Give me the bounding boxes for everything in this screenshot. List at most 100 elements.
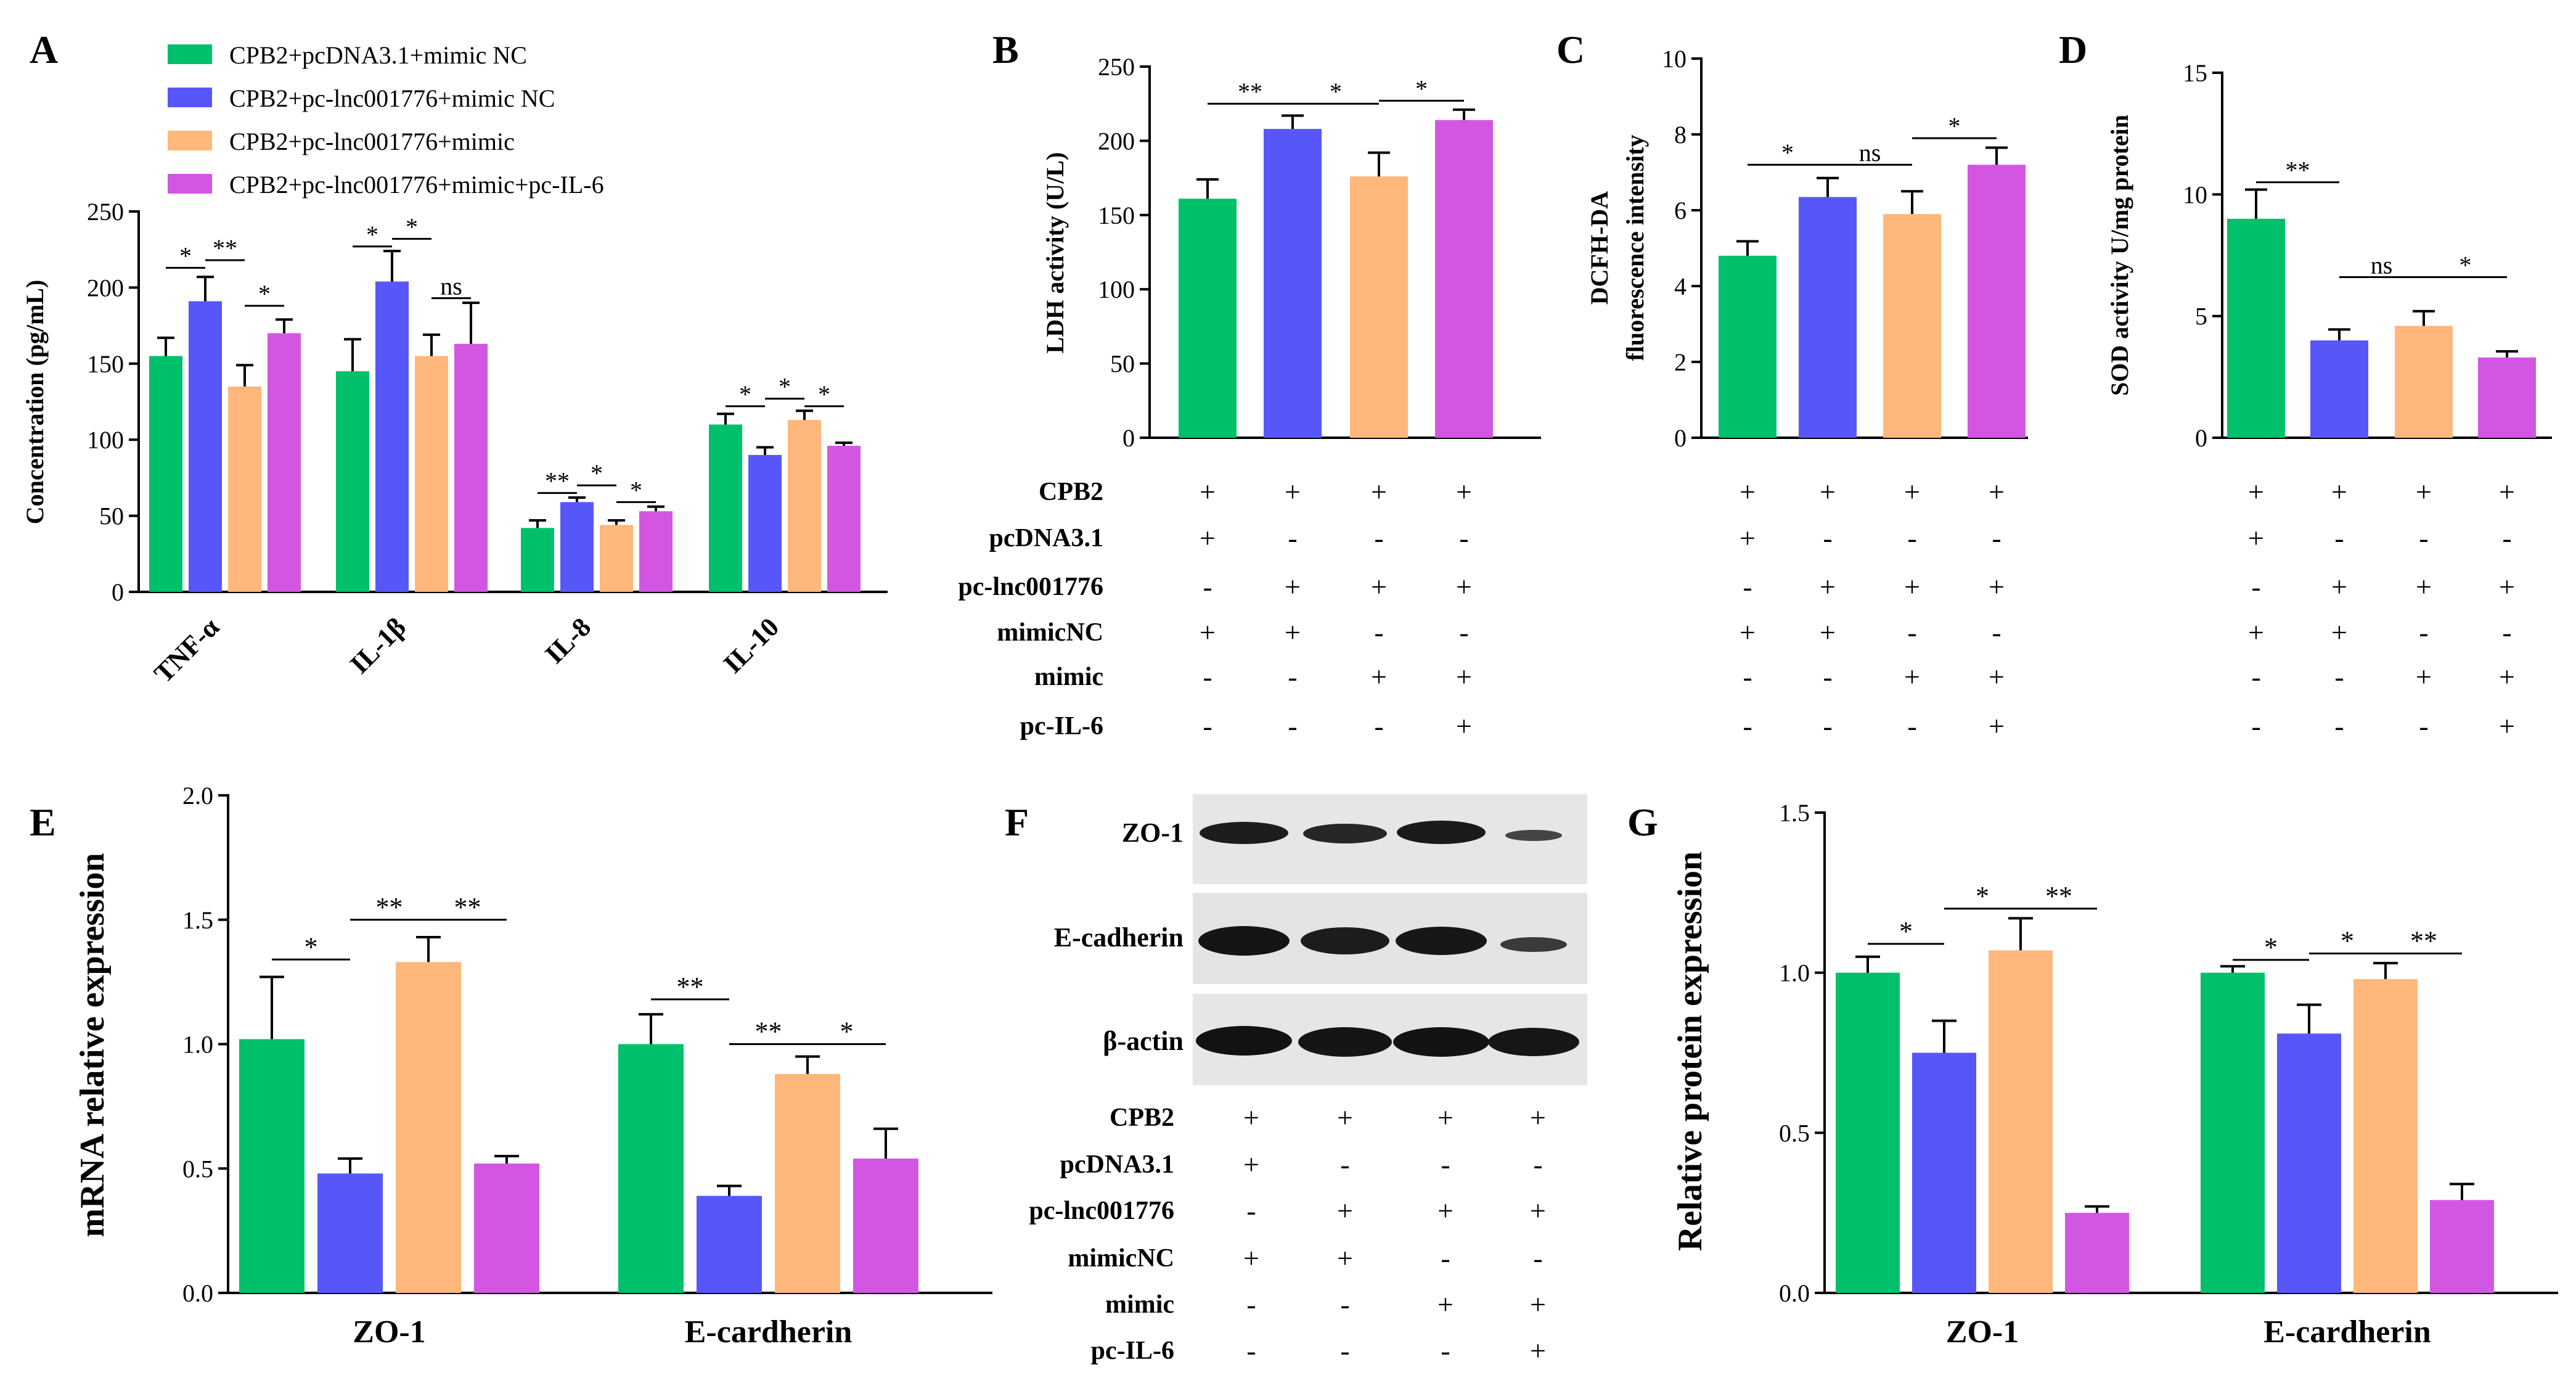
treatment-sign: - [1441, 1242, 1450, 1274]
panel-label-g: G [1627, 800, 1658, 844]
treatment-row-label: mimicNC [1068, 1244, 1174, 1273]
treatment-sign: - [1743, 710, 1752, 742]
bar [2478, 357, 2536, 438]
y-tick-label: 1.5 [1779, 799, 1810, 827]
treatment-sign: - [2251, 710, 2260, 742]
treatment-sign: + [1456, 710, 1472, 742]
treatment-sign: - [2502, 522, 2511, 554]
treatment-sign: + [2499, 571, 2515, 602]
x-category-label: TNF-α [148, 612, 225, 689]
treatment-sign: - [1743, 571, 1752, 602]
y-axis-label: LDH activity (U/L) [1041, 152, 1069, 354]
treatment-sign: + [1285, 476, 1301, 507]
y-tick-label: 6 [1674, 197, 1687, 224]
y-tick-label: 0 [112, 578, 124, 606]
treatment-sign: - [1743, 661, 1752, 692]
significance-label: * [1899, 916, 1913, 946]
y-tick-label: 0.5 [1779, 1119, 1810, 1147]
significance-label: ** [454, 892, 481, 922]
y-tick-label: 0.0 [1779, 1279, 1810, 1307]
bar [454, 343, 488, 592]
y-tick-label: 4 [1674, 273, 1687, 300]
blot-band [1393, 1027, 1489, 1057]
treatment-sign: + [1200, 522, 1216, 554]
treatment-sign: + [2416, 571, 2432, 602]
bar [1836, 972, 1900, 1293]
treatment-sign: - [1992, 617, 2001, 648]
bar [317, 1173, 383, 1293]
treatment-sign: + [1243, 1149, 1259, 1180]
bar [2395, 326, 2453, 438]
treatment-sign: + [1740, 476, 1756, 507]
significance-label: * [840, 1017, 854, 1047]
treatment-sign: + [2248, 617, 2264, 648]
x-category-label: E-cardherin [2263, 1314, 2431, 1350]
y-tick-label: 8 [1674, 121, 1687, 149]
treatment-sign: - [1374, 522, 1383, 554]
x-category-label: IL-10 [718, 612, 785, 679]
treatment-sign: - [1246, 1335, 1256, 1366]
y-tick-label: 0 [1674, 424, 1687, 452]
bar [1719, 255, 1777, 438]
legend-entry: CPB2+pc-lnc001776+mimic [229, 128, 515, 155]
treatment-sign: + [1820, 571, 1836, 602]
panel-label-e: E [30, 800, 56, 844]
treatment-sign: + [1437, 1289, 1454, 1320]
y-tick-label: 150 [1098, 202, 1135, 229]
legend-swatch [168, 174, 212, 194]
bar [1799, 197, 1857, 438]
treatment-sign: - [1340, 1335, 1349, 1366]
y-tick-label: 0 [1122, 424, 1135, 452]
treatment-sign: + [1200, 617, 1216, 648]
treatment-sign: + [1337, 1102, 1353, 1133]
bar [1179, 199, 1237, 438]
treatment-sign: + [1530, 1289, 1546, 1320]
significance-label: * [591, 459, 603, 487]
treatment-sign: - [2502, 617, 2511, 648]
treatment-sign: - [1441, 1149, 1450, 1180]
treatment-sign: - [1288, 710, 1297, 742]
treatment-sign: + [1456, 476, 1472, 507]
bar [239, 1039, 305, 1293]
bar [415, 356, 448, 592]
significance-label: * [1948, 112, 1961, 140]
treatment-sign: - [2251, 661, 2260, 692]
blot-band [1303, 824, 1387, 843]
treatment-sign: - [1823, 710, 1832, 742]
legend-entry: CPB2+pc-lnc001776+mimic NC [229, 84, 555, 112]
treatment-sign: + [1285, 571, 1301, 602]
treatment-sign: + [1530, 1102, 1546, 1133]
significance-label: ** [376, 892, 403, 922]
treatment-sign: + [2248, 522, 2264, 554]
western-blot: ZO-1 E-cadherin β-actin [1054, 794, 1587, 1085]
legend-swatch [168, 131, 212, 150]
panel-label-a: A [30, 28, 58, 72]
bar [1264, 129, 1322, 438]
legend-entry: CPB2+pcDNA3.1+mimic NC [229, 41, 527, 69]
treatment-sign: - [2419, 522, 2428, 554]
y-tick-label: 200 [87, 274, 124, 301]
y-axis-label: SOD activity U/mg protein [2106, 115, 2133, 396]
y-tick-label: 50 [1110, 350, 1135, 378]
significance-label: * [739, 380, 751, 408]
treatment-sign: + [1371, 571, 1387, 602]
significance-label: ** [755, 1017, 782, 1047]
significance-label: * [366, 221, 378, 248]
bar [853, 1158, 918, 1293]
significance-label: ns [2371, 252, 2393, 279]
significance-label: ** [1238, 78, 1262, 105]
significance-label: * [258, 280, 271, 308]
significance-label: * [1330, 78, 1342, 105]
treatment-sign: - [1533, 1149, 1542, 1180]
treatment-sign: - [1823, 661, 1832, 692]
treatment-sign: - [1459, 522, 1468, 554]
significance-label: ns [1859, 139, 1881, 166]
x-category-label: ZO-1 [353, 1314, 425, 1350]
legend-entry: CPB2+pc-lnc001776+mimic+pc-IL-6 [229, 171, 604, 199]
bar [2065, 1213, 2129, 1293]
treatment-sign: + [1243, 1102, 1259, 1133]
x-category-label: IL-8 [539, 612, 597, 669]
significance-label: * [630, 476, 642, 504]
bar [709, 424, 742, 592]
